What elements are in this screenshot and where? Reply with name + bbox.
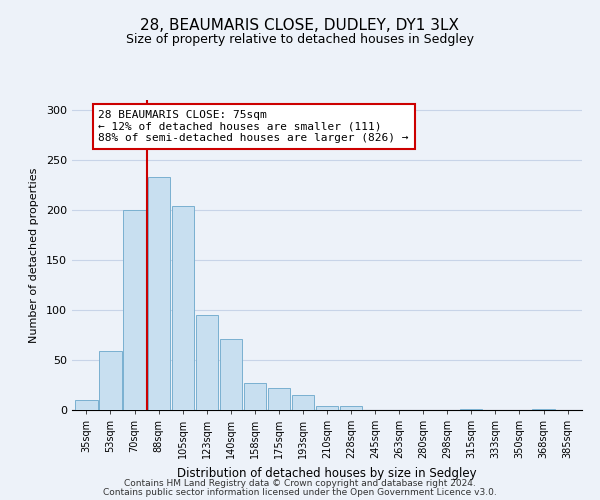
- Bar: [124, 210, 146, 410]
- Bar: [196, 315, 218, 410]
- Bar: [316, 406, 338, 410]
- Bar: [220, 339, 242, 410]
- Text: 28 BEAUMARIS CLOSE: 75sqm
← 12% of detached houses are smaller (111)
88% of semi: 28 BEAUMARIS CLOSE: 75sqm ← 12% of detac…: [98, 110, 409, 143]
- Bar: [76, 400, 98, 410]
- Bar: [532, 409, 554, 410]
- Bar: [244, 383, 266, 410]
- Bar: [268, 388, 290, 410]
- Text: Contains public sector information licensed under the Open Government Licence v3: Contains public sector information licen…: [103, 488, 497, 497]
- Text: 28, BEAUMARIS CLOSE, DUDLEY, DY1 3LX: 28, BEAUMARIS CLOSE, DUDLEY, DY1 3LX: [140, 18, 460, 32]
- X-axis label: Distribution of detached houses by size in Sedgley: Distribution of detached houses by size …: [177, 466, 477, 479]
- Bar: [172, 206, 194, 410]
- Bar: [148, 177, 170, 410]
- Text: Size of property relative to detached houses in Sedgley: Size of property relative to detached ho…: [126, 32, 474, 46]
- Bar: [340, 406, 362, 410]
- Y-axis label: Number of detached properties: Number of detached properties: [29, 168, 39, 342]
- Bar: [100, 351, 122, 410]
- Text: Contains HM Land Registry data © Crown copyright and database right 2024.: Contains HM Land Registry data © Crown c…: [124, 479, 476, 488]
- Bar: [460, 409, 482, 410]
- Bar: [292, 395, 314, 410]
